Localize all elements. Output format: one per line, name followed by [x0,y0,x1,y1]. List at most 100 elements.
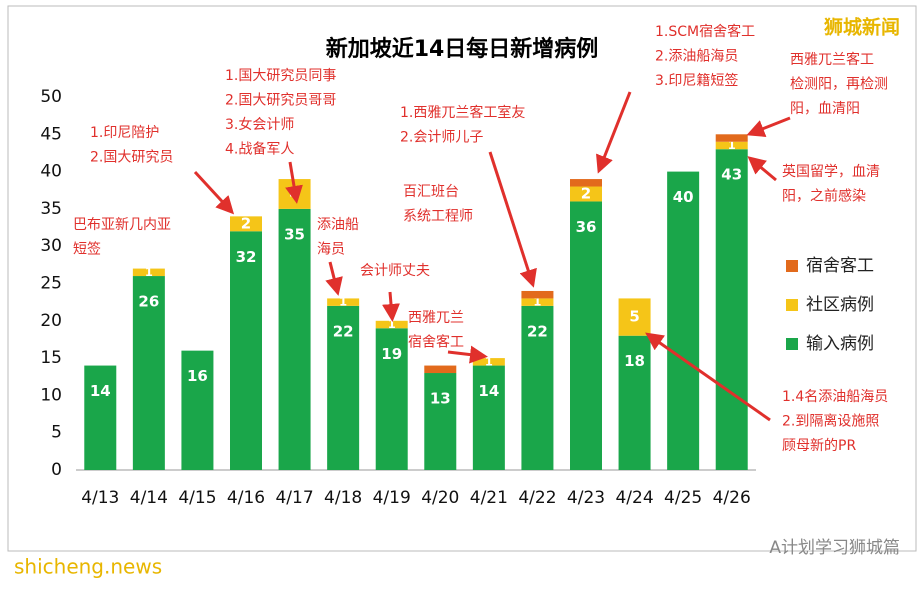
legend-swatch [786,260,798,272]
x-tick-label: 4/13 [81,488,119,508]
bar-segment [424,373,457,470]
watermark: 狮城新闻 [824,16,900,39]
annotation: 系统工程师 [403,209,473,225]
y-tick-label: 25 [40,274,62,294]
bar-segment [181,350,214,470]
annotation: 4.战备军人 [225,141,294,158]
bar-segment [278,208,311,470]
bar-segment [521,290,554,299]
value-label: 40 [673,188,694,206]
bar-segment [521,305,554,470]
value-label: 22 [527,322,548,340]
y-tick-label: 15 [40,348,62,368]
x-tick-label: 4/21 [470,488,508,508]
legend-swatch [786,338,798,350]
annotation: 巴布亚新几内亚 [73,217,171,233]
annotation-arrow [747,156,777,182]
annotation: 2.添油船海员 [655,49,738,65]
x-tick-label: 4/22 [518,488,556,508]
x-tick-label: 4/15 [178,488,216,508]
bar-segment [570,179,602,187]
annotation-arrow [325,261,343,296]
annotation: 阳，血清阳 [790,101,860,117]
x-tick-label: 4/18 [324,488,362,508]
bar-segment [230,216,262,232]
watermark: shicheng.news [14,555,162,579]
value-label: 43 [721,166,742,184]
bar-segment [424,365,457,374]
annotation: 检测阳，再检测 [790,77,888,93]
y-tick-label: 40 [40,162,62,182]
y-tick-label: 10 [40,385,62,405]
x-tick-label: 4/25 [664,488,702,508]
value-label: 16 [187,367,208,385]
value-label: 1 [728,138,736,152]
bar-segment [715,149,748,470]
x-tick-label: 4/19 [373,488,411,508]
annotation-arrow [193,170,235,215]
value-label: 36 [576,218,597,236]
value-label: 14 [90,382,111,400]
value-label: 1 [388,317,396,331]
value-label: 2 [581,184,591,202]
x-tick-label: 4/16 [227,488,265,508]
y-tick-label: 0 [51,460,62,480]
legend-swatch [786,299,798,311]
y-tick-label: 30 [40,236,62,256]
annotation-arrow [447,345,488,364]
bar-segment [667,171,700,470]
bar-segment [618,335,651,470]
annotation-arrow [645,332,771,422]
annotation: 西雅兀兰客工 [790,51,874,68]
annotation: 2.会计师儿子 [400,130,483,146]
value-label: 22 [333,322,354,340]
annotation: 2.到隔离设施照 [782,413,879,430]
annotation-arrow [488,151,537,288]
value-label: 1 [339,295,347,309]
annotation: 3.女会计师 [225,116,294,133]
bar-segment [84,365,117,470]
legend-label: 输入病例 [806,334,874,354]
bar-segment [132,276,165,470]
value-label: 1 [145,265,153,279]
value-label: 26 [138,293,159,311]
bar-segment [132,268,165,277]
y-tick-label: 20 [40,311,62,331]
y-tick-label: 50 [40,87,62,107]
legend-label: 社区病例 [806,295,874,315]
bar-segment [230,231,262,470]
annotation: 1.4名添油船海员 [782,389,888,405]
bar-segment [472,358,505,366]
x-tick-label: 4/23 [567,488,605,508]
annotation: 宿舍客工 [408,334,464,351]
value-label: 32 [236,248,257,266]
bar-segment [570,186,602,202]
annotation: 顾母新的PR [782,438,856,454]
annotation-arrow [596,91,632,174]
annotation: 海员 [317,242,345,258]
annotation: 1.SCM宿舍客工 [655,23,755,40]
value-label: 19 [381,345,402,363]
bar-segment [570,201,602,470]
annotation-arrow [285,161,303,204]
annotation: 阳，之前感染 [782,188,866,205]
x-tick-label: 4/26 [713,488,751,508]
annotation-arrow [382,291,400,322]
annotation: 西雅兀兰 [408,310,464,326]
bar-segment [375,328,408,470]
annotation: 1.西雅兀兰客工室友 [400,104,525,121]
value-label: 18 [624,352,645,370]
value-label: 13 [430,390,451,408]
value-label: 14 [478,382,499,400]
annotation-arrow [746,116,791,137]
bar-segment [327,298,360,306]
annotation: 2.国大研究员哥哥 [225,93,336,109]
value-label: 35 [284,225,305,243]
bar-segment [327,305,360,470]
watermark: A计划学习狮城篇 [769,538,900,558]
value-label: 2 [241,214,251,232]
value-label: 1 [485,354,493,368]
bar-segment [618,298,651,336]
annotation: 3.印尼籍短签 [655,72,738,89]
